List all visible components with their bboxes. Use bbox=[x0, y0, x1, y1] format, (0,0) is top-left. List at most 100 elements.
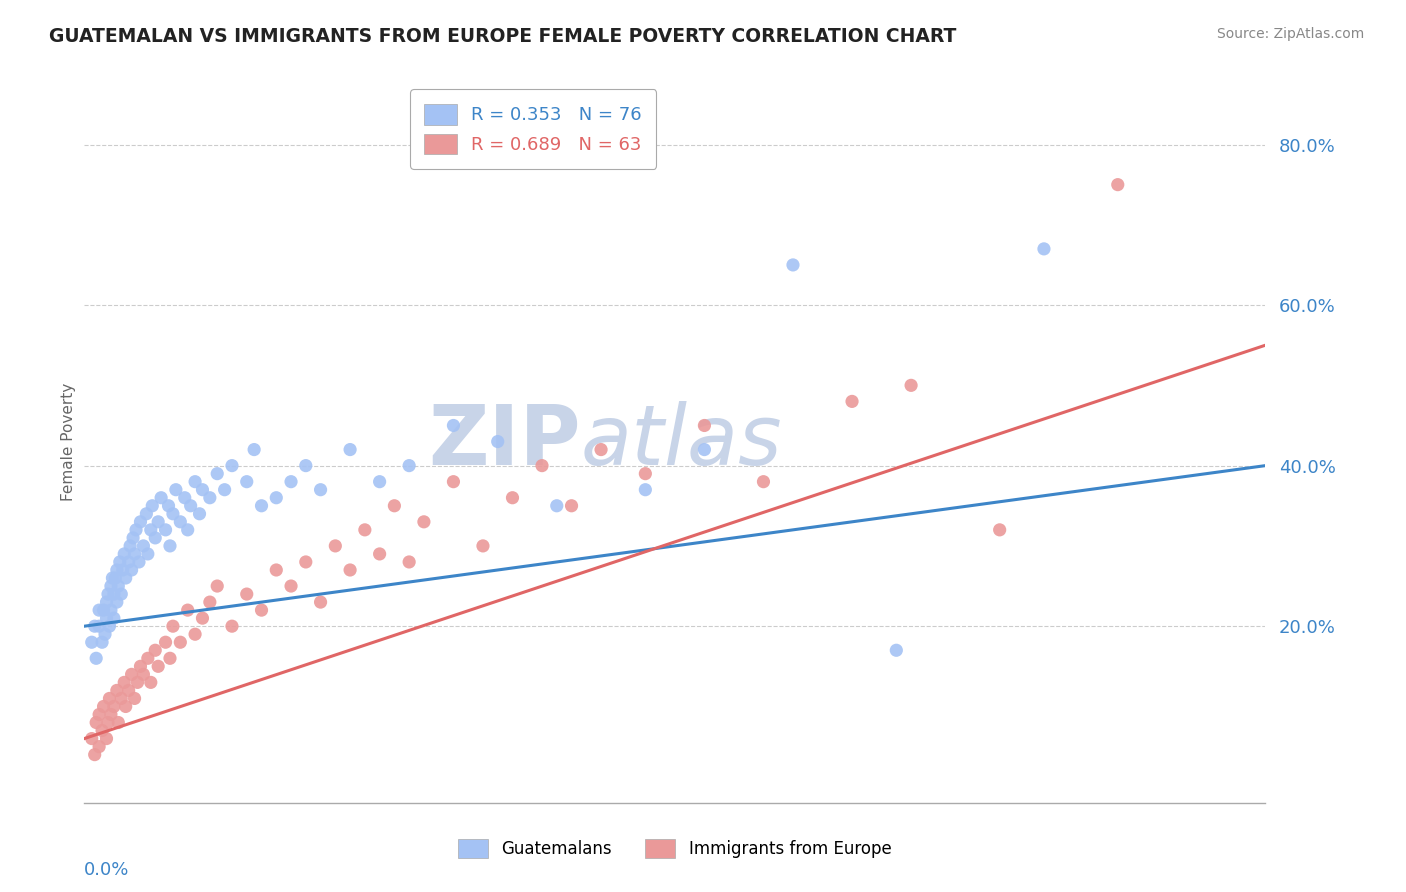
Point bbox=[841, 394, 863, 409]
Point bbox=[591, 442, 613, 457]
Point bbox=[413, 515, 436, 529]
Text: ZIP: ZIP bbox=[427, 401, 581, 482]
Point bbox=[236, 475, 259, 489]
Point bbox=[136, 651, 159, 665]
Point bbox=[173, 491, 195, 505]
Point bbox=[108, 555, 131, 569]
Point bbox=[339, 563, 361, 577]
Text: atlas: atlas bbox=[581, 401, 782, 482]
Point bbox=[103, 611, 125, 625]
Point bbox=[354, 523, 377, 537]
Point bbox=[162, 507, 184, 521]
Point bbox=[110, 587, 132, 601]
Point bbox=[132, 667, 155, 681]
Point bbox=[150, 491, 173, 505]
Point bbox=[546, 499, 568, 513]
Point bbox=[398, 555, 420, 569]
Text: GUATEMALAN VS IMMIGRANTS FROM EUROPE FEMALE POVERTY CORRELATION CHART: GUATEMALAN VS IMMIGRANTS FROM EUROPE FEM… bbox=[49, 27, 956, 45]
Point bbox=[98, 619, 121, 633]
Point bbox=[96, 731, 118, 746]
Point bbox=[752, 475, 775, 489]
Point bbox=[782, 258, 804, 272]
Point bbox=[100, 603, 122, 617]
Point bbox=[177, 603, 200, 617]
Point bbox=[634, 483, 657, 497]
Point bbox=[693, 418, 716, 433]
Point bbox=[368, 475, 391, 489]
Point bbox=[118, 683, 141, 698]
Point bbox=[280, 475, 302, 489]
Point bbox=[127, 675, 149, 690]
Point bbox=[155, 635, 177, 649]
Point bbox=[110, 691, 132, 706]
Point bbox=[398, 458, 420, 473]
Point bbox=[886, 643, 908, 657]
Point bbox=[155, 523, 177, 537]
Point bbox=[280, 579, 302, 593]
Point bbox=[107, 579, 129, 593]
Point bbox=[112, 547, 135, 561]
Point bbox=[177, 523, 200, 537]
Point bbox=[98, 691, 121, 706]
Point bbox=[111, 563, 134, 577]
Point bbox=[87, 739, 111, 754]
Point bbox=[221, 458, 243, 473]
Point bbox=[472, 539, 495, 553]
Point bbox=[100, 707, 122, 722]
Point bbox=[84, 715, 107, 730]
Point bbox=[129, 659, 152, 673]
Point bbox=[124, 691, 146, 706]
Point bbox=[83, 619, 105, 633]
Point bbox=[148, 659, 170, 673]
Point bbox=[129, 515, 152, 529]
Point bbox=[128, 555, 150, 569]
Text: Source: ZipAtlas.com: Source: ZipAtlas.com bbox=[1216, 27, 1364, 41]
Point bbox=[184, 627, 207, 641]
Point bbox=[93, 699, 115, 714]
Point bbox=[136, 547, 159, 561]
Point bbox=[121, 563, 143, 577]
Point bbox=[531, 458, 554, 473]
Point bbox=[114, 699, 136, 714]
Point bbox=[1107, 178, 1129, 192]
Point bbox=[141, 499, 163, 513]
Point bbox=[118, 555, 141, 569]
Point bbox=[188, 507, 211, 521]
Point bbox=[104, 571, 127, 585]
Point bbox=[96, 611, 118, 625]
Point bbox=[125, 523, 148, 537]
Point bbox=[83, 747, 105, 762]
Point bbox=[693, 442, 716, 457]
Y-axis label: Female Poverty: Female Poverty bbox=[60, 383, 76, 500]
Point bbox=[191, 483, 214, 497]
Point bbox=[120, 539, 142, 553]
Point bbox=[180, 499, 202, 513]
Point bbox=[80, 635, 103, 649]
Point bbox=[139, 675, 162, 690]
Point bbox=[100, 579, 122, 593]
Point bbox=[486, 434, 509, 449]
Point bbox=[103, 587, 125, 601]
Point bbox=[132, 539, 155, 553]
Point bbox=[443, 418, 465, 433]
Point bbox=[221, 619, 243, 633]
Point bbox=[243, 442, 266, 457]
Point bbox=[122, 531, 145, 545]
Point bbox=[97, 715, 120, 730]
Point bbox=[103, 699, 125, 714]
Point bbox=[143, 643, 166, 657]
Point bbox=[148, 515, 170, 529]
Point bbox=[91, 723, 114, 738]
Point bbox=[159, 651, 181, 665]
Point bbox=[157, 499, 180, 513]
Point bbox=[114, 571, 136, 585]
Point bbox=[368, 547, 391, 561]
Point bbox=[266, 563, 288, 577]
Point bbox=[162, 619, 184, 633]
Point bbox=[214, 483, 236, 497]
Point bbox=[236, 587, 259, 601]
Point bbox=[207, 579, 229, 593]
Point bbox=[112, 675, 135, 690]
Point bbox=[295, 555, 318, 569]
Point bbox=[295, 458, 318, 473]
